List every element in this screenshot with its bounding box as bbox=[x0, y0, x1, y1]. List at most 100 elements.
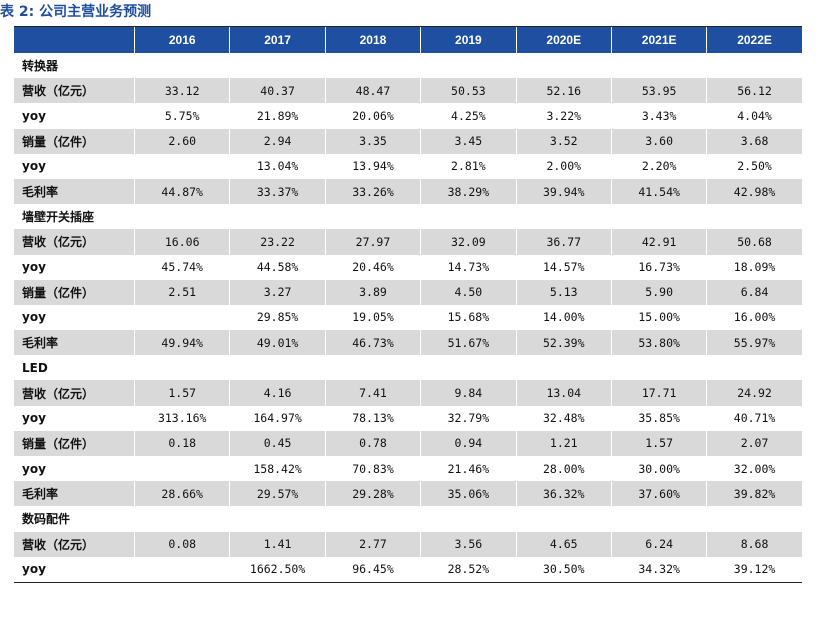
table-cell: 48.47 bbox=[355, 83, 391, 98]
cell-container bbox=[420, 355, 515, 381]
cell-container: 15.68% bbox=[420, 304, 515, 331]
table-cell: 1.57 bbox=[168, 386, 197, 401]
table-cell: 20.46% bbox=[352, 260, 394, 275]
table-row: yoy 29.85% 19.05% 15.68% 14.00% 15.00% 16.00% bbox=[14, 304, 802, 331]
cell-container: 70.83% bbox=[324, 456, 420, 482]
cell-container: 35.06% bbox=[420, 481, 515, 507]
table-row: yoy 313.16% 164.97% 78.13% 32.79% 32.48% 35.85… bbox=[14, 405, 802, 431]
table-cell: 0.08 bbox=[168, 537, 197, 552]
cell-container bbox=[324, 506, 420, 532]
cell-container: 40.71% bbox=[706, 405, 801, 431]
cell-container: 55.97% bbox=[706, 330, 801, 356]
table-cell: 3.45 bbox=[454, 134, 483, 149]
cell-container: 313.16% bbox=[134, 405, 229, 431]
table-cell: 5.13 bbox=[549, 285, 578, 300]
cell-container: 46.73% bbox=[324, 330, 420, 356]
cell-container bbox=[515, 204, 611, 230]
cell-container: 33.37% bbox=[229, 178, 324, 205]
table-cell: 5.75% bbox=[164, 108, 200, 123]
table-cell: 16.73% bbox=[638, 260, 680, 275]
year-header: 2020E bbox=[515, 27, 611, 53]
table-cell: 3.68 bbox=[740, 134, 769, 149]
cell-container: 23.22 bbox=[229, 229, 324, 255]
cell-container: 39.12% bbox=[706, 556, 801, 582]
cell-container: 5.75% bbox=[134, 103, 229, 129]
section-row: LED bbox=[14, 355, 802, 381]
cell-container bbox=[324, 355, 420, 381]
cell-container bbox=[515, 506, 611, 532]
cell-container: 48.47 bbox=[324, 78, 420, 104]
table-cell: 1662.50% bbox=[249, 562, 306, 577]
cell-container: 29.57% bbox=[229, 481, 324, 507]
cell-container: 33.26% bbox=[324, 178, 420, 205]
table-cell: 36.77 bbox=[546, 234, 582, 249]
table-cell: 36.32% bbox=[542, 486, 585, 501]
cell-container: 0.18 bbox=[134, 430, 229, 456]
table-row: 毛利率 44.87% 33.37% 33.26% 38.29% 39.94% 41.54% 4… bbox=[14, 178, 802, 205]
table-cell: 52.39% bbox=[542, 335, 585, 350]
table-cell: 16.06 bbox=[164, 234, 200, 249]
cell-container: 4.16 bbox=[229, 380, 324, 406]
table-row: 销量（亿件） 2.60 2.94 3.35 3.45 3.52 3.60 3.68 bbox=[14, 128, 802, 154]
table-cell: 3.56 bbox=[454, 537, 483, 552]
cell-container: 24.92 bbox=[706, 380, 801, 406]
table-cell: 21.89% bbox=[256, 108, 299, 123]
cell-container: 4.65 bbox=[515, 531, 611, 557]
table-cell: 17.71 bbox=[641, 386, 677, 401]
cell-container: 5.90 bbox=[610, 279, 706, 305]
table-cell: 34.32% bbox=[638, 562, 680, 577]
cell-container: 6.84 bbox=[706, 279, 801, 305]
row-label: 营收（亿元） bbox=[22, 537, 95, 552]
table-cell: 33.26% bbox=[352, 184, 394, 199]
cell-container: 40.37 bbox=[229, 78, 324, 104]
table-cell: 14.57% bbox=[542, 260, 585, 275]
table-cell: 4.16 bbox=[263, 386, 292, 401]
cell-container bbox=[134, 53, 229, 79]
cell-container bbox=[610, 506, 706, 532]
table-cell: 53.80% bbox=[638, 335, 680, 350]
table-cell: 4.25% bbox=[451, 108, 486, 123]
table-cell: 70.83% bbox=[352, 461, 394, 476]
cell-container: 13.04% bbox=[229, 153, 324, 179]
table-cell: 24.92 bbox=[737, 386, 772, 401]
table-cell: 50.68 bbox=[737, 234, 772, 249]
table-row: 毛利率 49.94% 49.01% 46.73% 51.67% 52.39% 53.80% 5… bbox=[14, 330, 802, 356]
table-cell: 8.68 bbox=[740, 537, 769, 552]
cell-container: 30.00% bbox=[610, 456, 706, 482]
section-label: 墙壁开关插座 bbox=[22, 210, 95, 225]
cell-container: 0.94 bbox=[420, 430, 515, 456]
cell-container bbox=[229, 204, 324, 230]
table-cell: 3.89 bbox=[359, 285, 387, 300]
table-cell: 49.94% bbox=[161, 335, 203, 350]
year-header: 2022E bbox=[706, 27, 801, 53]
cell-container: 14.73% bbox=[420, 254, 515, 280]
cell-container: 1.57 bbox=[134, 380, 229, 406]
cell-container bbox=[420, 204, 515, 230]
table-cell: 30.50% bbox=[542, 562, 585, 577]
table-cell: 56.12 bbox=[737, 83, 772, 98]
cell-container: 7.41 bbox=[324, 380, 420, 406]
section-row: 数码配件 bbox=[14, 506, 802, 532]
cell-container bbox=[706, 355, 801, 381]
cell-container: 2.60 bbox=[134, 128, 229, 154]
table-caption: 表 2: 公司主营业务预测 bbox=[0, 4, 152, 20]
cell-container: 30.50% bbox=[515, 556, 611, 582]
cell-container: 2.07 bbox=[706, 430, 801, 456]
cell-container: 35.85% bbox=[610, 405, 706, 431]
cell-container: 1.57 bbox=[610, 430, 706, 456]
table-header-row: 2016 2017 2018 2019 2020E 2021E 2022E bbox=[14, 27, 802, 53]
table-row: yoy 158.42% 70.83% 21.46% 28.00% 30.00% 32.00% bbox=[14, 456, 802, 482]
cell-container: 2.81% bbox=[420, 153, 515, 179]
table-cell: 6.24 bbox=[645, 537, 673, 552]
cell-container: 3.68 bbox=[706, 128, 801, 154]
cell-container: 37.60% bbox=[610, 481, 706, 507]
cell-container: 2.94 bbox=[229, 128, 324, 154]
table-cell: 50.53 bbox=[451, 83, 486, 98]
cell-container: 20.46% bbox=[324, 254, 420, 280]
table-row: 营收（亿元） 33.12 40.37 48.47 50.53 52.16 53.95 56.1… bbox=[14, 78, 802, 104]
cell-container: 53.95 bbox=[610, 78, 706, 104]
table-cell: 14.73% bbox=[447, 260, 490, 275]
table-cell: 32.48% bbox=[542, 411, 585, 426]
year-header: 2016 bbox=[134, 27, 229, 53]
cell-container: 4.50 bbox=[420, 279, 515, 305]
